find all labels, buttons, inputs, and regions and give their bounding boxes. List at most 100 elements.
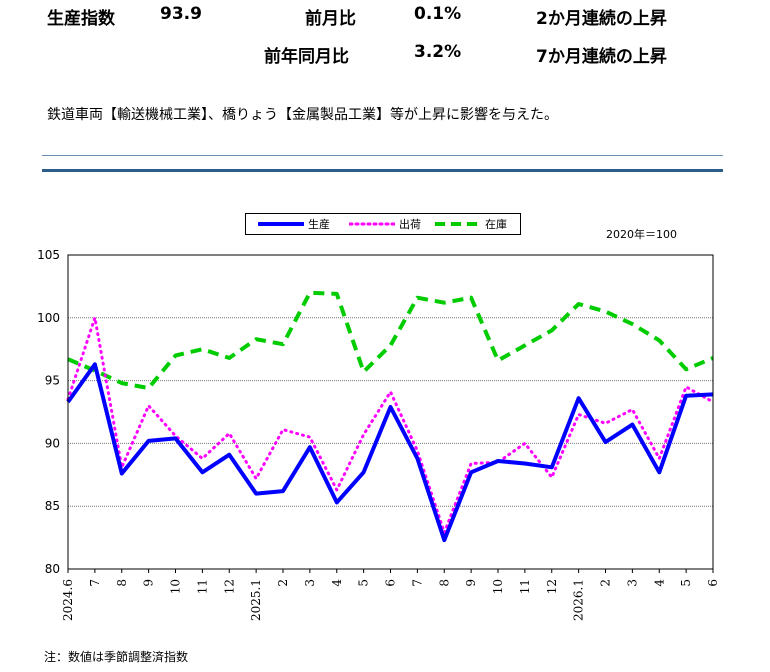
data-point — [202, 349, 203, 350]
data-point — [444, 540, 445, 541]
data-point — [471, 472, 472, 473]
data-point — [605, 442, 606, 443]
x-tick-label: 4 — [652, 579, 666, 587]
x-tick-label: 2026.1 — [572, 579, 586, 621]
legend-item-production: 生産 — [258, 215, 330, 233]
data-point — [686, 369, 687, 370]
data-point — [94, 317, 95, 318]
x-tick-label: 12 — [222, 579, 236, 594]
series-line-shipment — [66, 316, 715, 535]
description-text: 鉄道車両【輸送機械工業】、橋りょう【金属製品工業】等が上昇に影響を与えた。 — [47, 107, 558, 123]
data-point — [202, 458, 203, 459]
data-point — [309, 437, 310, 438]
x-tick-label: 9 — [464, 579, 478, 587]
plot-frame — [67, 254, 714, 570]
data-point — [148, 440, 149, 441]
x-tick-label: 11 — [195, 579, 209, 594]
data-point — [309, 292, 310, 293]
data-point — [578, 303, 579, 304]
legend-item-inventory: 在庫 — [435, 215, 507, 233]
x-tick-label: 12 — [545, 579, 559, 594]
data-point — [444, 302, 445, 303]
mom-value: 0.1% — [414, 4, 462, 24]
mom-label: 前月比 — [305, 9, 356, 29]
data-point — [390, 391, 391, 392]
x-axis-ticks: 2024.6 7 8 9 10 11 12 2025.1 2 3 4 5 6 7 8 9 10 11 12 2026.… — [61, 569, 720, 621]
data-point — [524, 463, 525, 464]
data-point — [363, 472, 364, 473]
data-point — [686, 386, 687, 387]
data-point — [578, 398, 579, 399]
data-point — [417, 297, 418, 298]
data-point — [605, 423, 606, 424]
data-point — [121, 383, 122, 384]
y-axis-ticks: 80 85 90 95 100 105 — [37, 248, 60, 576]
chart-legend: 生産 出荷 在庫 — [245, 213, 521, 235]
data-point — [471, 297, 472, 298]
data-point — [283, 344, 284, 345]
x-tick-label: 10 — [491, 579, 505, 594]
yoy-note: 7か月連続の上昇 — [536, 47, 667, 67]
legend-swatch-inventory — [435, 222, 481, 226]
data-point — [148, 388, 149, 389]
data-point — [363, 371, 364, 372]
legend-label-inventory: 在庫 — [485, 218, 507, 231]
data-point — [229, 454, 230, 455]
data-point — [551, 477, 552, 478]
index-label: 生産指数 — [47, 9, 115, 29]
x-tick-label: 6 — [706, 579, 720, 587]
data-point — [283, 429, 284, 430]
x-tick-label: 5 — [357, 579, 371, 587]
series-line-production — [66, 362, 714, 543]
data-point — [417, 458, 418, 459]
data-point — [175, 438, 176, 439]
data-point — [578, 414, 579, 415]
data-point — [390, 345, 391, 346]
y-tick-label: 80 — [45, 562, 60, 576]
data-point — [471, 463, 472, 464]
data-point — [659, 472, 660, 473]
data-point — [605, 311, 606, 312]
y-tick-label: 95 — [45, 374, 60, 388]
data-point — [336, 502, 337, 503]
legend-swatch-production — [258, 222, 304, 226]
x-tick-label: 2 — [599, 579, 613, 587]
series-line-inventory — [67, 290, 714, 391]
data-point — [686, 395, 687, 396]
x-tick-label: 4 — [330, 579, 344, 587]
x-tick-label: 10 — [169, 579, 183, 594]
x-tick-label: 7 — [88, 579, 102, 587]
yoy-label: 前年同月比 — [264, 47, 349, 67]
data-point — [524, 345, 525, 346]
x-tick-label: 8 — [437, 579, 451, 587]
data-point — [175, 355, 176, 356]
legend-label-production: 生産 — [308, 218, 330, 231]
grid-layer — [68, 317, 713, 507]
data-point — [390, 406, 391, 407]
data-point — [148, 405, 149, 406]
legend-item-shipment: 出荷 — [349, 215, 421, 233]
unit-note: 2020年＝100 — [606, 228, 677, 241]
x-tick-label: 6 — [384, 579, 398, 587]
divider-thin — [42, 155, 723, 156]
data-point — [175, 435, 176, 436]
x-tick-label: 2 — [276, 579, 290, 587]
data-point — [632, 424, 633, 425]
data-point — [551, 330, 552, 331]
x-tick-label: 2024.6 — [61, 579, 75, 621]
legend-swatch-shipment — [349, 222, 395, 226]
y-tick-label: 85 — [45, 499, 60, 513]
x-tick-label: 11 — [518, 579, 532, 594]
divider-thick — [42, 169, 723, 172]
data-point — [202, 472, 203, 473]
x-tick-label: 8 — [115, 579, 129, 587]
data-point — [551, 467, 552, 468]
data-point — [309, 447, 310, 448]
data-point — [121, 473, 122, 474]
x-tick-label: 5 — [679, 579, 693, 587]
data-point — [256, 478, 257, 479]
data-point — [632, 409, 633, 410]
data-point — [417, 450, 418, 451]
data-point — [498, 360, 499, 361]
index-value: 93.9 — [160, 4, 202, 24]
